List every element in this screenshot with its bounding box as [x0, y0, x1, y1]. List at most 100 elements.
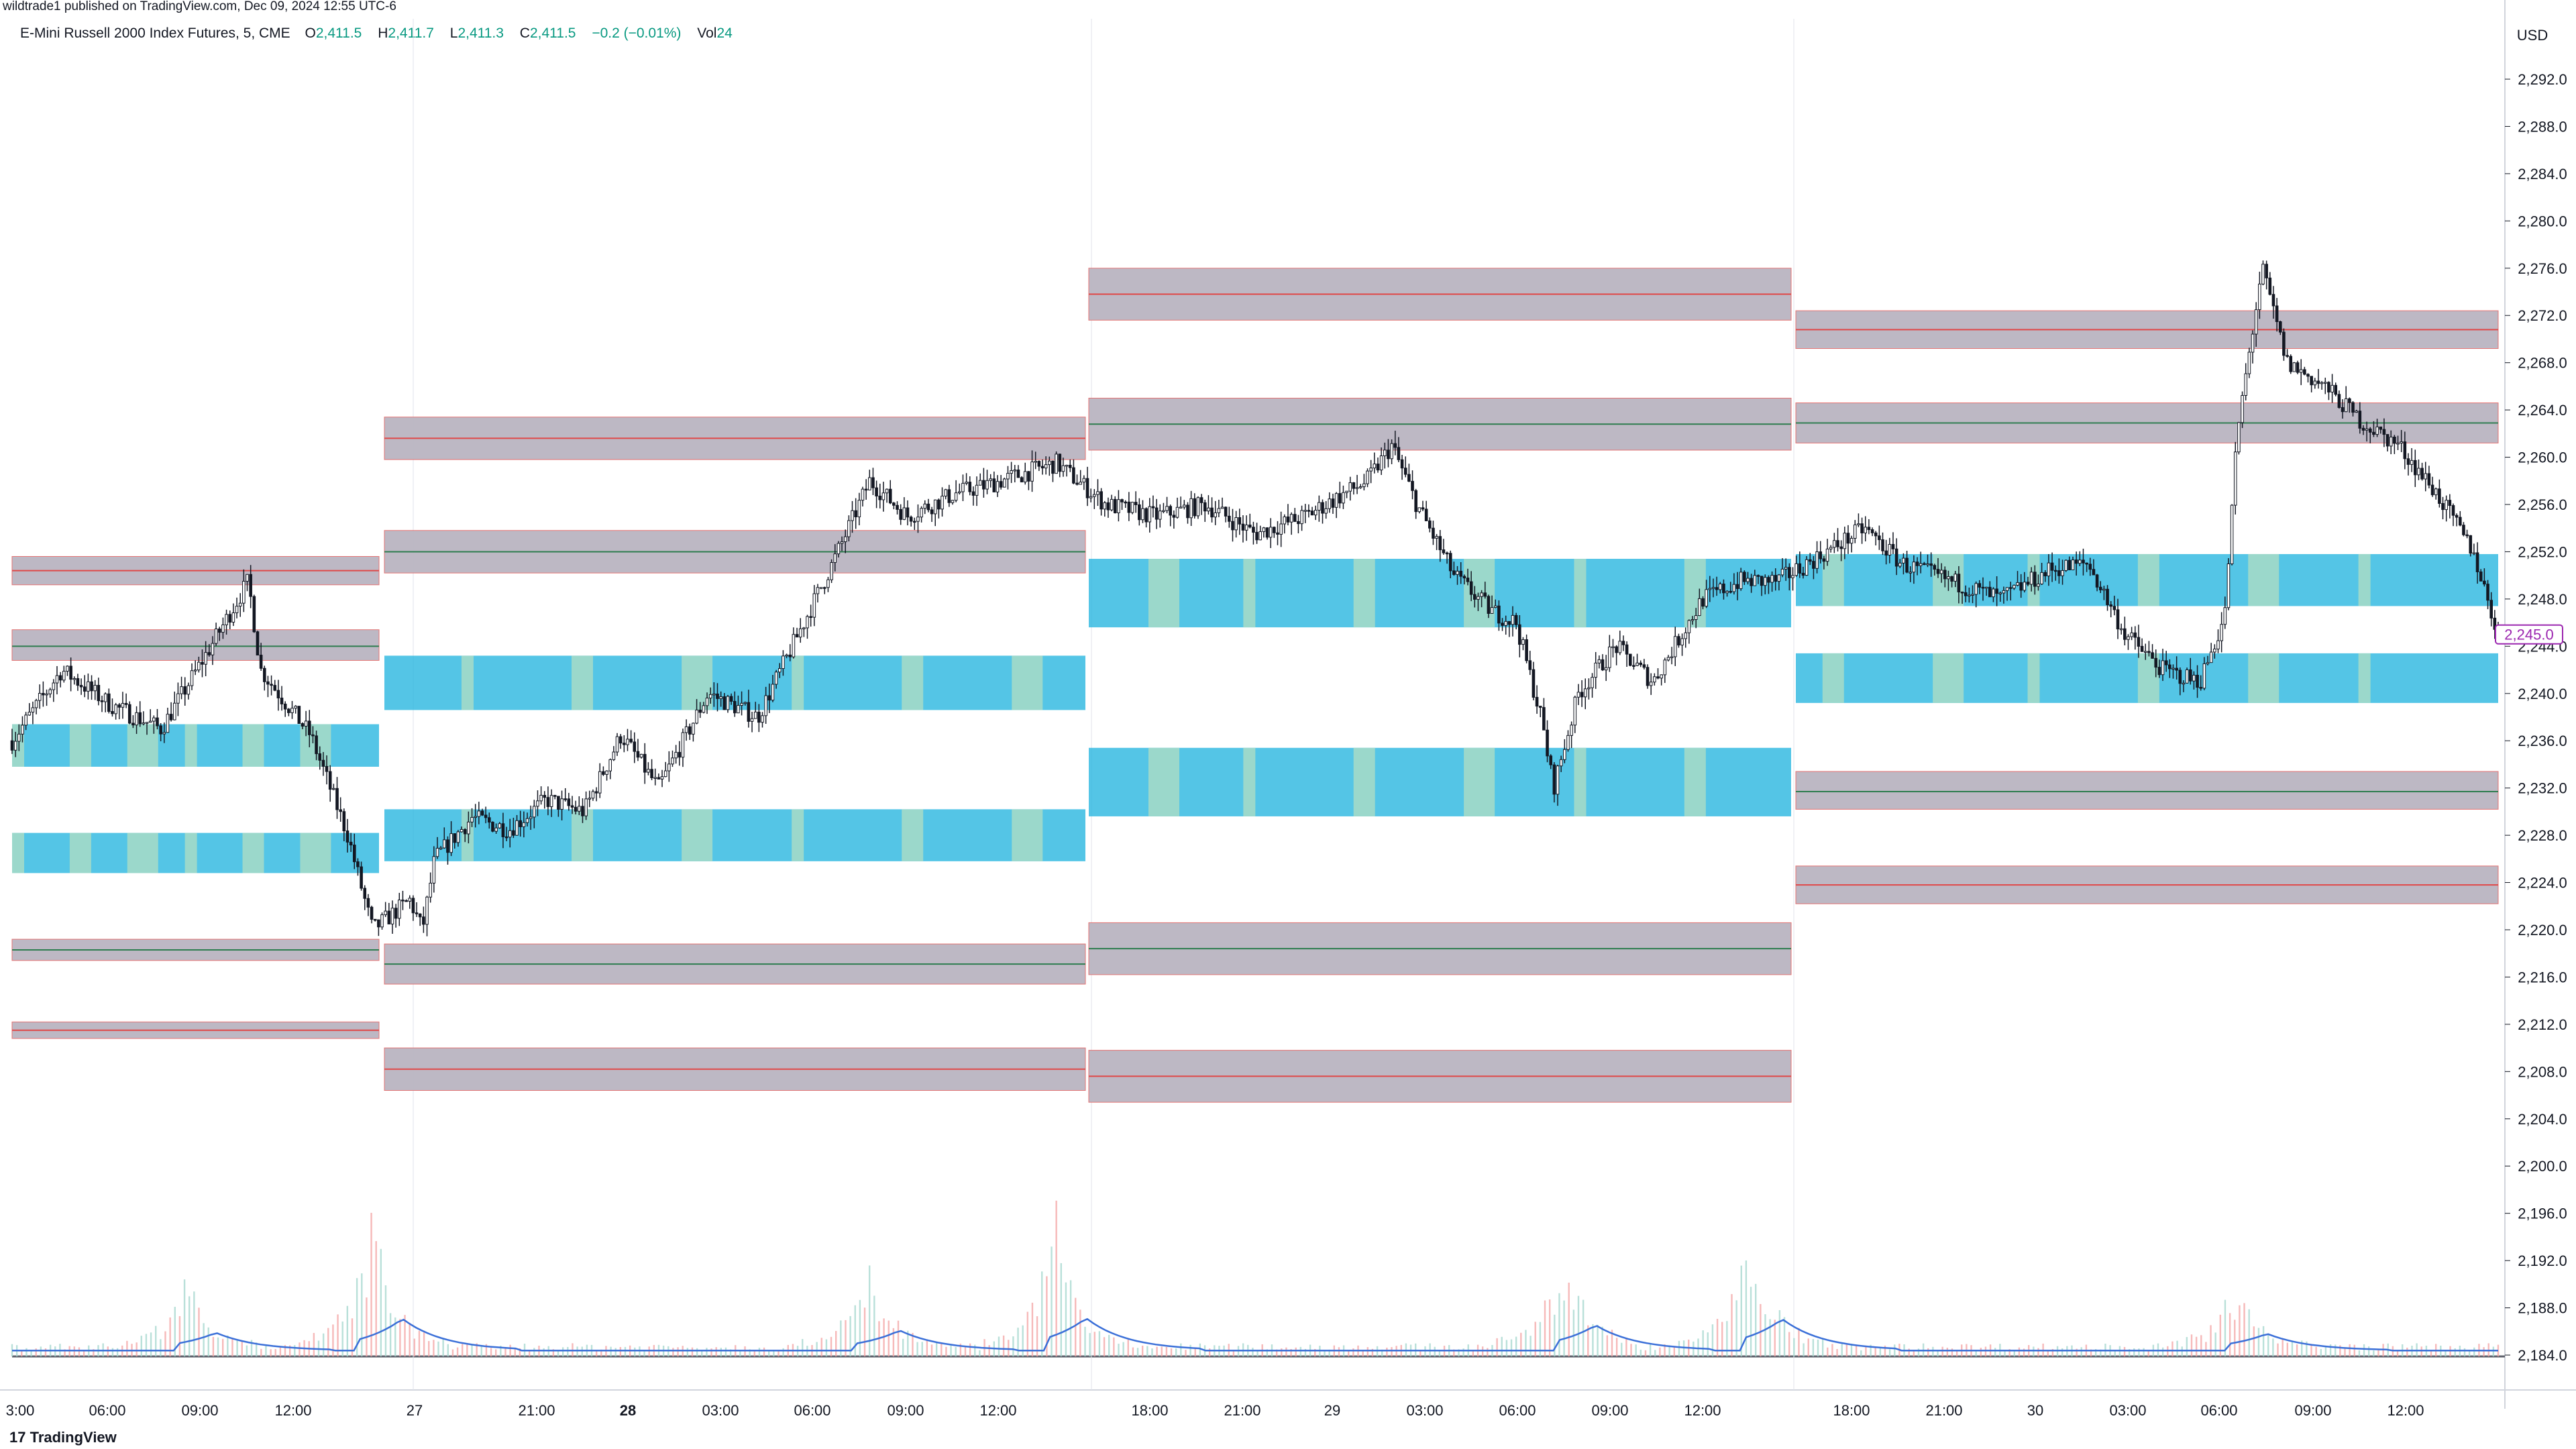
- candle: [2396, 435, 2400, 450]
- volume-bar: [462, 1344, 464, 1356]
- candle: [1874, 531, 1878, 546]
- candle-body-up: [135, 712, 138, 726]
- candle: [276, 680, 280, 711]
- candle-body-up: [1003, 478, 1006, 488]
- volume-bar: [758, 1348, 761, 1356]
- candle: [186, 682, 191, 700]
- candle-body-down: [1407, 474, 1411, 482]
- candle-body-down: [345, 830, 350, 843]
- candle-body-up: [176, 693, 180, 704]
- volume-bar: [2147, 1349, 2149, 1356]
- candle-body-down: [1501, 623, 1504, 626]
- candle-body-down: [2123, 628, 2127, 640]
- volume-bar: [2377, 1350, 2379, 1356]
- candle: [2427, 466, 2431, 489]
- candle: [854, 498, 857, 529]
- candle-body-up: [1663, 659, 1667, 676]
- candle-body-up: [1556, 765, 1560, 795]
- candle: [2330, 374, 2334, 403]
- candle-body-up: [470, 816, 474, 822]
- candle-body-down: [2430, 484, 2434, 496]
- candle-body-down: [1518, 624, 1521, 645]
- volume-bar: [1093, 1332, 1095, 1356]
- candle: [2085, 562, 2088, 572]
- candle-body-up: [2130, 632, 2133, 637]
- candle-body-down: [1051, 460, 1055, 474]
- candle-body-down: [2082, 559, 2085, 564]
- volume-bar: [413, 1338, 416, 1356]
- candle-body-down: [394, 908, 398, 919]
- candle: [297, 706, 301, 724]
- volume-bar: [2239, 1305, 2241, 1356]
- grid-lines: [0, 0, 2576, 1409]
- candle: [1770, 571, 1774, 592]
- candle-body-up: [902, 507, 906, 520]
- candle-body-down: [2088, 564, 2092, 570]
- symbol-name[interactable]: E-Mini Russell 2000 Index Futures, 5, CM…: [20, 25, 290, 41]
- candle: [114, 702, 117, 720]
- candle-body-down: [757, 711, 761, 723]
- volume-bar: [2143, 1348, 2145, 1356]
- candle-body-up: [384, 910, 387, 916]
- volume-bar: [1726, 1321, 1728, 1356]
- volume-bar: [380, 1248, 382, 1356]
- candle: [674, 745, 678, 764]
- candle-body-up: [1480, 592, 1483, 597]
- candle-body-down: [1905, 557, 1909, 573]
- candle-body-down: [228, 614, 232, 623]
- candle: [193, 660, 197, 676]
- candle-body-up: [2254, 309, 2258, 335]
- candle-body-down: [2026, 582, 2030, 585]
- candle-body-up: [1207, 507, 1210, 512]
- candle-body-up: [1971, 594, 1974, 596]
- candle-body-up: [1379, 455, 1383, 471]
- candle: [1642, 659, 1646, 669]
- candle: [370, 906, 374, 924]
- candle: [148, 709, 152, 723]
- candle-body-down: [1445, 552, 1449, 555]
- volume-bar: [183, 1279, 186, 1356]
- candle-body-up: [1746, 578, 1750, 582]
- tradingview-logo[interactable]: 17 TradingView: [9, 1429, 117, 1446]
- candle: [2029, 567, 2033, 592]
- volume-bar: [2396, 1350, 2399, 1356]
- candle: [2261, 260, 2265, 286]
- candle: [1283, 514, 1287, 534]
- candle-body-up: [2313, 380, 2317, 386]
- volume-bar: [706, 1348, 708, 1356]
- candle: [2368, 427, 2372, 443]
- volume-bar: [2349, 1344, 2351, 1356]
- candle: [1653, 673, 1656, 686]
- candle-body-down: [2303, 369, 2306, 375]
- candle: [1279, 511, 1283, 547]
- candle-body-up: [52, 682, 56, 690]
- candle: [1594, 651, 1598, 689]
- candle-body-down: [1483, 592, 1487, 597]
- candle: [916, 504, 920, 533]
- time-tick-label: 03:00: [2109, 1402, 2146, 1419]
- candle-body-up: [1849, 537, 1854, 544]
- candle-body-up: [425, 896, 429, 925]
- candle: [965, 473, 968, 486]
- volume-bar: [1505, 1340, 1508, 1356]
- price-tick-label: 2,248.0: [2518, 591, 2567, 608]
- candle-body-up: [2005, 587, 2009, 591]
- volume-bar: [2483, 1347, 2485, 1356]
- volume-bar: [2133, 1348, 2135, 1356]
- candle: [512, 817, 515, 839]
- volume-bar: [1079, 1309, 1081, 1356]
- candle-body-up: [225, 614, 228, 625]
- candle: [1234, 511, 1238, 538]
- currency-label[interactable]: USD: [2517, 27, 2548, 44]
- candle-body-down: [276, 690, 280, 699]
- candle-body-up: [290, 708, 294, 713]
- candle-body-up: [1739, 572, 1743, 589]
- candle-body-up: [774, 672, 778, 685]
- candle-body-up: [474, 816, 477, 818]
- volume-bar: [1338, 1347, 1340, 1356]
- volume-bar: [2406, 1347, 2408, 1356]
- candle-body-up: [647, 769, 650, 773]
- candle-body-up: [432, 856, 436, 883]
- candle-body-down: [2140, 645, 2144, 652]
